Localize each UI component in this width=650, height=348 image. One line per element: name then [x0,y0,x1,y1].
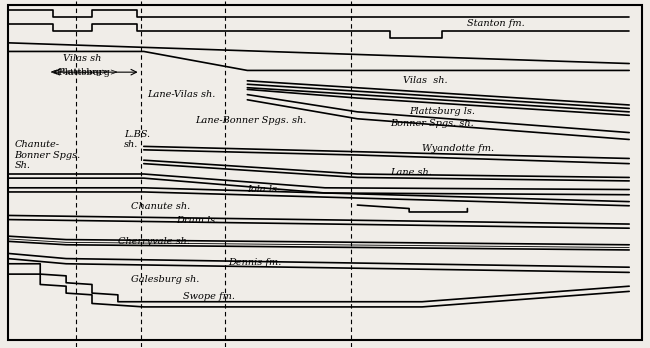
Text: Dennis fm.: Dennis fm. [228,258,281,267]
Text: <Plattsburg>: <Plattsburg> [50,68,118,77]
Text: Bonner Spgs. sh.: Bonner Spgs. sh. [390,119,473,128]
Text: Lane-Vilas sh.: Lane-Vilas sh. [147,90,215,99]
Text: Stanton fm.: Stanton fm. [467,19,525,28]
Text: Cherryvale sh.: Cherryvale sh. [118,237,190,246]
Text: <Plattsburg>: <Plattsburg> [50,68,109,76]
Text: Lane-Bonner Spgs. sh.: Lane-Bonner Spgs. sh. [196,116,307,125]
Text: Drum ls.: Drum ls. [176,216,218,225]
Text: Vilas  sh.: Vilas sh. [402,76,447,85]
Text: Plattsburg ls.: Plattsburg ls. [409,108,475,116]
Text: L.BS.
sh.: L.BS. sh. [124,130,151,149]
Text: Vilas sh: Vilas sh [63,54,101,63]
Text: Wyandotte fm.: Wyandotte fm. [422,144,494,153]
Text: Galesburg sh.: Galesburg sh. [131,275,199,284]
Text: Chanute-
Bonner Spgs.
Sh.: Chanute- Bonner Spgs. Sh. [14,140,81,170]
Text: Lane sh.: Lane sh. [390,168,432,177]
Text: Iola ls.: Iola ls. [248,185,280,194]
Text: Chanute sh.: Chanute sh. [131,202,190,211]
Text: Swope fm.: Swope fm. [183,292,235,301]
